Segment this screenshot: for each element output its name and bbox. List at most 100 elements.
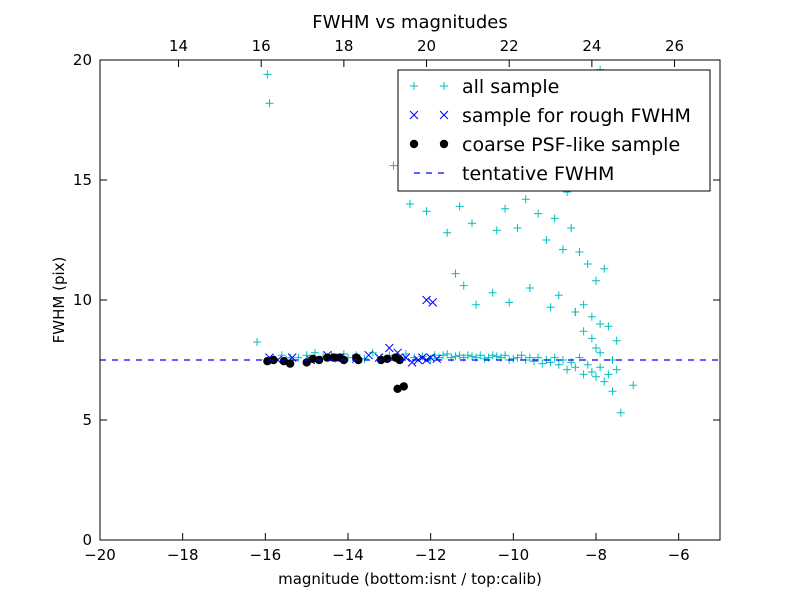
top-x-tick-label: 18 <box>334 37 353 55</box>
plus-marker <box>459 281 468 290</box>
plus-marker <box>430 351 439 360</box>
x-marker <box>409 110 419 120</box>
plus-marker <box>596 320 605 328</box>
plus-marker <box>612 336 621 345</box>
dot-marker <box>354 355 363 365</box>
plus-marker <box>468 352 476 361</box>
plus-marker <box>596 363 605 372</box>
plus-marker <box>263 70 272 79</box>
top-x-tick-label: 14 <box>169 37 188 55</box>
dot-marker <box>395 355 404 365</box>
plus-marker <box>488 288 497 297</box>
plus-marker <box>440 82 448 90</box>
x-tick-label: −18 <box>167 546 199 564</box>
plus-marker <box>410 82 418 90</box>
dot-marker <box>409 139 419 149</box>
plus-marker <box>521 195 530 204</box>
plus-marker <box>579 300 588 309</box>
plus-marker <box>463 351 472 360</box>
plus-marker <box>616 408 625 417</box>
plus-marker <box>612 365 621 374</box>
plot-marks <box>100 65 720 417</box>
plus-marker <box>546 303 555 312</box>
plus-marker <box>592 276 600 285</box>
plus-marker <box>451 352 460 361</box>
plus-marker <box>554 291 563 300</box>
plus-marker <box>604 322 613 331</box>
plus-marker <box>608 387 617 396</box>
dot-marker <box>285 359 295 368</box>
plus-marker <box>406 200 414 208</box>
plus-marker <box>587 368 596 376</box>
plus-marker <box>451 269 460 278</box>
series-coarse-psf-like-sample <box>263 353 408 393</box>
plus-marker <box>604 370 613 379</box>
legend-label: coarse PSF-like sample <box>462 134 680 156</box>
legend-label: all sample <box>462 76 559 98</box>
plus-marker <box>567 224 576 232</box>
plus-marker <box>542 236 551 244</box>
plus-marker <box>546 358 555 367</box>
plus-marker <box>509 354 518 363</box>
plus-marker <box>600 377 609 386</box>
x-tick-label: −16 <box>250 546 282 564</box>
plus-marker <box>422 207 431 216</box>
plus-marker <box>571 308 580 316</box>
dot-marker <box>399 382 408 391</box>
y-tick-label: 0 <box>82 531 92 549</box>
dot-marker <box>439 139 449 149</box>
plus-marker <box>505 298 514 307</box>
top-x-tick-label: 24 <box>582 37 601 55</box>
plus-marker <box>492 226 501 235</box>
y-axis-label: FWHM (pix) <box>50 257 68 344</box>
plus-marker <box>253 338 262 346</box>
plus-marker <box>554 360 563 369</box>
plus-marker <box>368 348 377 357</box>
x-marker <box>364 350 374 360</box>
plus-marker <box>534 209 543 218</box>
plus-marker <box>265 99 274 108</box>
legend-entry: sample for rough FWHM <box>409 105 691 127</box>
chart-title: FWHM vs magnitudes <box>312 12 507 33</box>
plus-marker <box>587 334 596 343</box>
legend: all sample sample for rough FWHM coarse PS… <box>397 69 711 192</box>
plus-marker <box>302 351 311 360</box>
plus-marker <box>455 202 464 211</box>
plus-marker <box>480 354 489 363</box>
top-x-tick-label: 26 <box>665 37 684 55</box>
plus-marker <box>468 219 476 228</box>
y-tick-label: 15 <box>73 171 92 189</box>
plus-marker <box>472 300 481 309</box>
y-tick-label: 5 <box>82 411 92 429</box>
plus-marker <box>563 365 572 374</box>
plus-marker <box>525 284 534 292</box>
plus-marker <box>389 161 398 170</box>
y-tick-label: 10 <box>73 291 92 309</box>
plus-marker <box>575 248 584 256</box>
y-tick-label: 20 <box>73 51 92 69</box>
plus-marker <box>476 351 485 360</box>
plus-marker <box>455 351 464 360</box>
plus-marker <box>587 312 596 321</box>
legend-label: tentative FWHM <box>462 163 614 185</box>
plus-marker <box>492 352 501 361</box>
plus-marker <box>534 353 543 362</box>
legend-box <box>397 69 711 192</box>
x-marker <box>439 110 449 120</box>
plus-marker <box>517 351 526 360</box>
x-marker <box>413 355 423 365</box>
plus-marker <box>501 351 510 360</box>
plus-marker <box>583 360 592 369</box>
plus-marker <box>596 348 605 357</box>
top-x-tick-label: 20 <box>417 37 436 55</box>
plus-marker <box>294 353 303 362</box>
top-x-tick-label: 16 <box>252 37 271 55</box>
plus-marker <box>629 381 638 390</box>
plus-marker <box>501 204 510 213</box>
dot-marker <box>383 354 392 363</box>
x-tick-label: −20 <box>84 546 116 564</box>
x-marker <box>428 298 438 307</box>
top-x-tick-label: 22 <box>500 37 519 55</box>
plus-marker <box>513 224 522 232</box>
plus-marker <box>550 353 559 362</box>
